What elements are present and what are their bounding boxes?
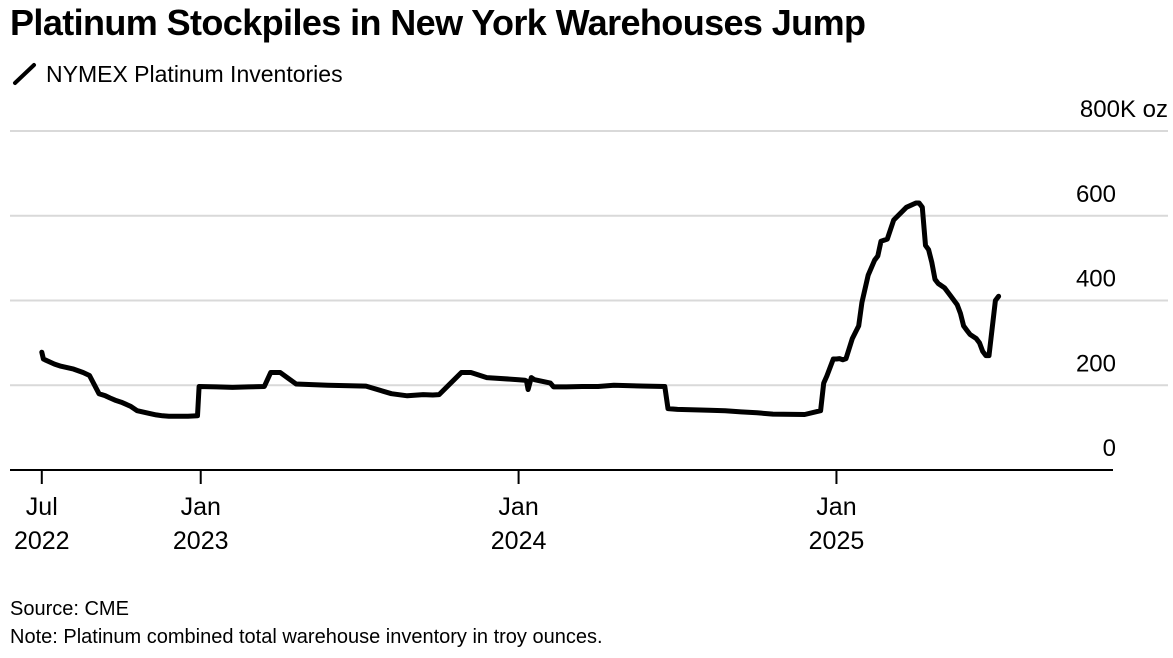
- x-tick-label: 2025: [809, 527, 865, 555]
- x-tick-label: Jan: [181, 493, 221, 521]
- y-tick-label: 800K oz: [1080, 96, 1168, 123]
- y-tick-label: 400: [1076, 266, 1116, 293]
- y-tick-label: 200: [1076, 350, 1116, 377]
- legend: NYMEX Platinum Inventories: [10, 58, 343, 90]
- legend-label: NYMEX Platinum Inventories: [46, 60, 343, 87]
- chart-title: Platinum Stockpiles in New York Warehous…: [10, 2, 866, 43]
- series-line: [39, 200, 1002, 419]
- y-tick-label: 600: [1076, 181, 1116, 208]
- series-layer: [39, 200, 1002, 419]
- x-tick-label: Jan: [816, 493, 856, 521]
- source-text: Source: CME: [10, 598, 129, 620]
- x-tick-label: 2024: [491, 527, 547, 555]
- y-axis-tick-labels: 0 200 400 600 800K oz: [1076, 96, 1168, 462]
- y-tick-label: 0: [1103, 435, 1116, 462]
- legend-line-icon: [13, 63, 36, 85]
- x-tick-label: 2022: [14, 527, 70, 555]
- note-text: Note: Platinum combined total warehouse …: [10, 626, 603, 648]
- x-tick-label: Jul: [26, 493, 58, 521]
- x-tick-label: Jan: [498, 493, 538, 521]
- gridlines: [10, 130, 1168, 387]
- x-axis: Jul 2022 Jan 2023 Jan 2024 Jan 2025: [10, 469, 1113, 555]
- x-tick-label: 2023: [173, 527, 229, 555]
